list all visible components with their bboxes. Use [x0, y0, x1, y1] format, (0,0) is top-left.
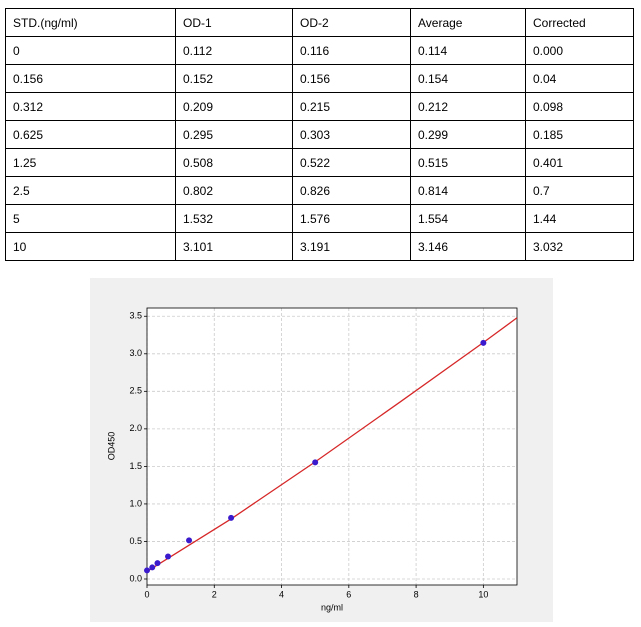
grid-layer: [146, 308, 517, 585]
data-point: [165, 553, 172, 560]
y-tick-label: 0.0: [129, 573, 142, 583]
table-cell: 0.508: [175, 148, 293, 177]
table-cell: 0.515: [410, 148, 526, 177]
y-tick-label: 0.5: [129, 536, 142, 546]
table-cell: 0.7: [525, 176, 634, 205]
data-point: [228, 514, 235, 521]
data-point: [144, 567, 150, 574]
table-cell: 10: [5, 232, 176, 261]
y-tick-label: 3.5: [129, 311, 142, 321]
x-tick-label: 4: [279, 589, 284, 599]
x-tick-label: 8: [414, 589, 419, 599]
y-tick-label: 2.0: [129, 423, 142, 433]
table-cell: 0.312: [5, 92, 176, 121]
x-tick-label: 0: [144, 589, 149, 599]
x-tick-label: 2: [212, 589, 217, 599]
table-cell: 3.032: [525, 232, 634, 261]
table-cell: 0.401: [525, 148, 634, 177]
plot-area: [147, 308, 517, 585]
y-tick-label: 3.0: [129, 348, 142, 358]
x-tick-label: 6: [346, 589, 351, 599]
table-row: 0.312 0.209 0.215 0.212 0.098: [5, 92, 634, 121]
y-axis-label: OD450: [106, 432, 116, 461]
data-point: [480, 339, 487, 346]
plot-frame: [146, 307, 518, 586]
table-cell: 0.212: [410, 92, 526, 121]
table-cell: 0.156: [292, 64, 411, 93]
table-row: 10 3.101 3.191 3.146 3.032: [5, 232, 634, 261]
table-row: 0 0.112 0.116 0.114 0.000: [5, 36, 634, 65]
table-cell: 1.576: [292, 204, 411, 233]
x-axis-label: ng/ml: [321, 602, 343, 612]
data-point: [154, 560, 161, 567]
data-point: [312, 459, 319, 466]
table-cell: 0.116: [292, 36, 411, 65]
x-tick-label: 10: [478, 589, 488, 599]
table-cell: 2.5: [5, 176, 176, 205]
table-cell: 0.295: [175, 120, 293, 149]
table-cell: STD.(ng/ml): [5, 8, 176, 37]
table-cell: 1.44: [525, 204, 634, 233]
table-cell: 0.215: [292, 92, 411, 121]
table-cell: OD-1: [175, 8, 293, 37]
table-row: STD.(ng/ml) OD-1 OD-2 Average Corrected: [5, 8, 634, 37]
table-cell: 3.146: [410, 232, 526, 261]
table-cell: Corrected: [525, 8, 634, 37]
data-table: STD.(ng/ml) OD-1 OD-2 Average Corrected 0 0.11…: [5, 8, 634, 261]
table-cell: 3.101: [175, 232, 293, 261]
data-point: [186, 537, 193, 544]
data-point: [149, 564, 156, 571]
y-tick-label: 1.0: [129, 498, 142, 508]
fit-line: [146, 317, 518, 573]
table-cell: 0.299: [410, 120, 526, 149]
table-cell: 0.154: [410, 64, 526, 93]
table-cell: 3.191: [292, 232, 411, 261]
y-tick-label: 1.5: [129, 461, 142, 471]
table-cell: Average: [410, 8, 526, 37]
y-tick-label: 2.5: [129, 386, 142, 396]
table-cell: 0.112: [175, 36, 293, 65]
table-row: 5 1.532 1.576 1.554 1.44: [5, 204, 634, 233]
